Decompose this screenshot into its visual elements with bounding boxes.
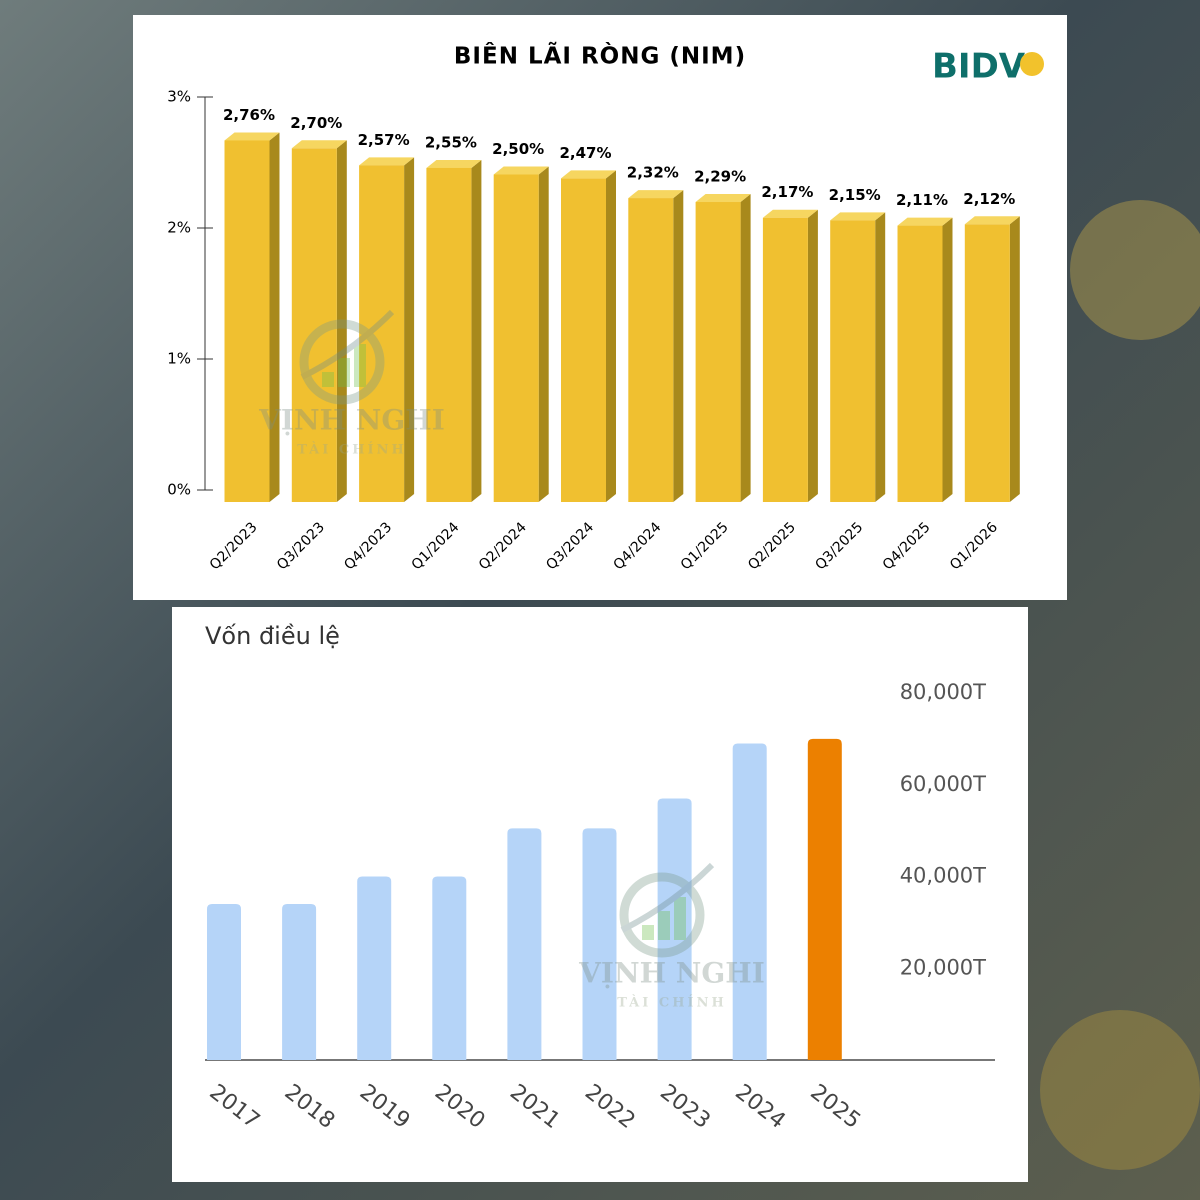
bar [561,178,606,502]
bar [224,140,270,502]
bar [807,738,842,1060]
watermark-brand: VỊNH NGHI [578,957,765,990]
watermark-arrow [300,309,395,380]
bar [507,828,542,1060]
bar-side [538,166,549,502]
value-label: 2,76% [223,106,275,124]
y-tick-label: 60,000T [900,772,986,796]
bar-side [606,170,616,502]
y-tick-label: 1% [167,350,191,368]
chart-title: BIÊN LÃI RÒNG (NIM) [454,42,746,70]
value-label: 2,12% [963,190,1015,208]
bar [657,798,692,1060]
bar [426,167,472,502]
bar-top [426,159,482,168]
bar-top [224,132,280,141]
bar [493,174,539,502]
bar-top [964,216,1020,225]
watermark-bar [642,925,654,940]
watermark-brand: VỊNH NGHI [258,404,445,437]
bar [762,217,808,503]
bar [830,220,876,502]
bar-side [942,217,953,502]
watermark-ring [299,319,385,405]
bar [359,165,405,502]
logo-mark [1020,52,1044,76]
bar-side [740,194,751,502]
bar [897,225,943,502]
y-tick-label: 2% [167,219,191,237]
logo: BIDV [932,47,1026,87]
value-label: 2,29% [694,168,746,186]
value-label: 2,11% [896,191,948,209]
value-label: 2,57% [358,131,410,149]
bar-side [336,140,347,503]
bar-top [359,157,415,166]
bar [628,198,674,502]
bar [357,876,392,1060]
bar-side [404,157,415,502]
bar-top [897,217,953,226]
bar-top [628,190,684,199]
y-tick-label: 80,000T [900,680,986,704]
bar-side [875,212,886,502]
watermark-bar [674,897,686,940]
bar-side [269,132,280,502]
watermark-bar [658,911,670,940]
watermark-ring [619,872,705,958]
bar-top [493,166,549,175]
chart-title: Vốn điều lệ [205,622,340,650]
value-label: 2,70% [290,114,342,132]
bar-side [1009,216,1020,502]
bar [291,148,337,503]
bar [282,904,317,1060]
watermark: VỊNH NGHI TÀI CHÍNH [578,862,765,1011]
watermark-bar [322,372,334,387]
value-label: 2,17% [761,183,813,201]
watermark: VỊNH NGHI TÀI CHÍNH [258,309,445,458]
bar-top [830,212,886,221]
bar-top [291,140,347,149]
bar [207,904,241,1060]
bokeh [1040,1010,1200,1170]
bar [732,743,767,1060]
value-label: 2,50% [492,140,544,158]
value-label: 2,32% [627,164,679,182]
bar-side [673,190,684,502]
value-label: 2,47% [559,144,611,162]
bar [432,876,467,1060]
bar-side [471,159,482,502]
y-tick-label: 20,000T [900,955,986,979]
watermark-arrow [620,862,715,933]
bar [582,828,617,1060]
bar-top [762,209,818,218]
bar [695,202,741,502]
bar-top [695,194,751,203]
value-label: 2,15% [829,186,881,204]
bar-side [807,209,818,503]
y-tick-label: 0% [167,481,191,499]
bokeh [1070,200,1200,340]
watermark-tagline: TÀI CHÍNH [617,995,727,1011]
watermark-bar [338,358,350,387]
value-label: 2,55% [425,133,477,151]
watermark-bar [354,344,366,387]
y-tick-label: 40,000T [900,864,986,888]
y-tick-label: 3% [167,88,191,106]
bar-top [561,170,616,179]
bar [964,224,1010,502]
watermark-tagline: TÀI CHÍNH [297,442,407,458]
